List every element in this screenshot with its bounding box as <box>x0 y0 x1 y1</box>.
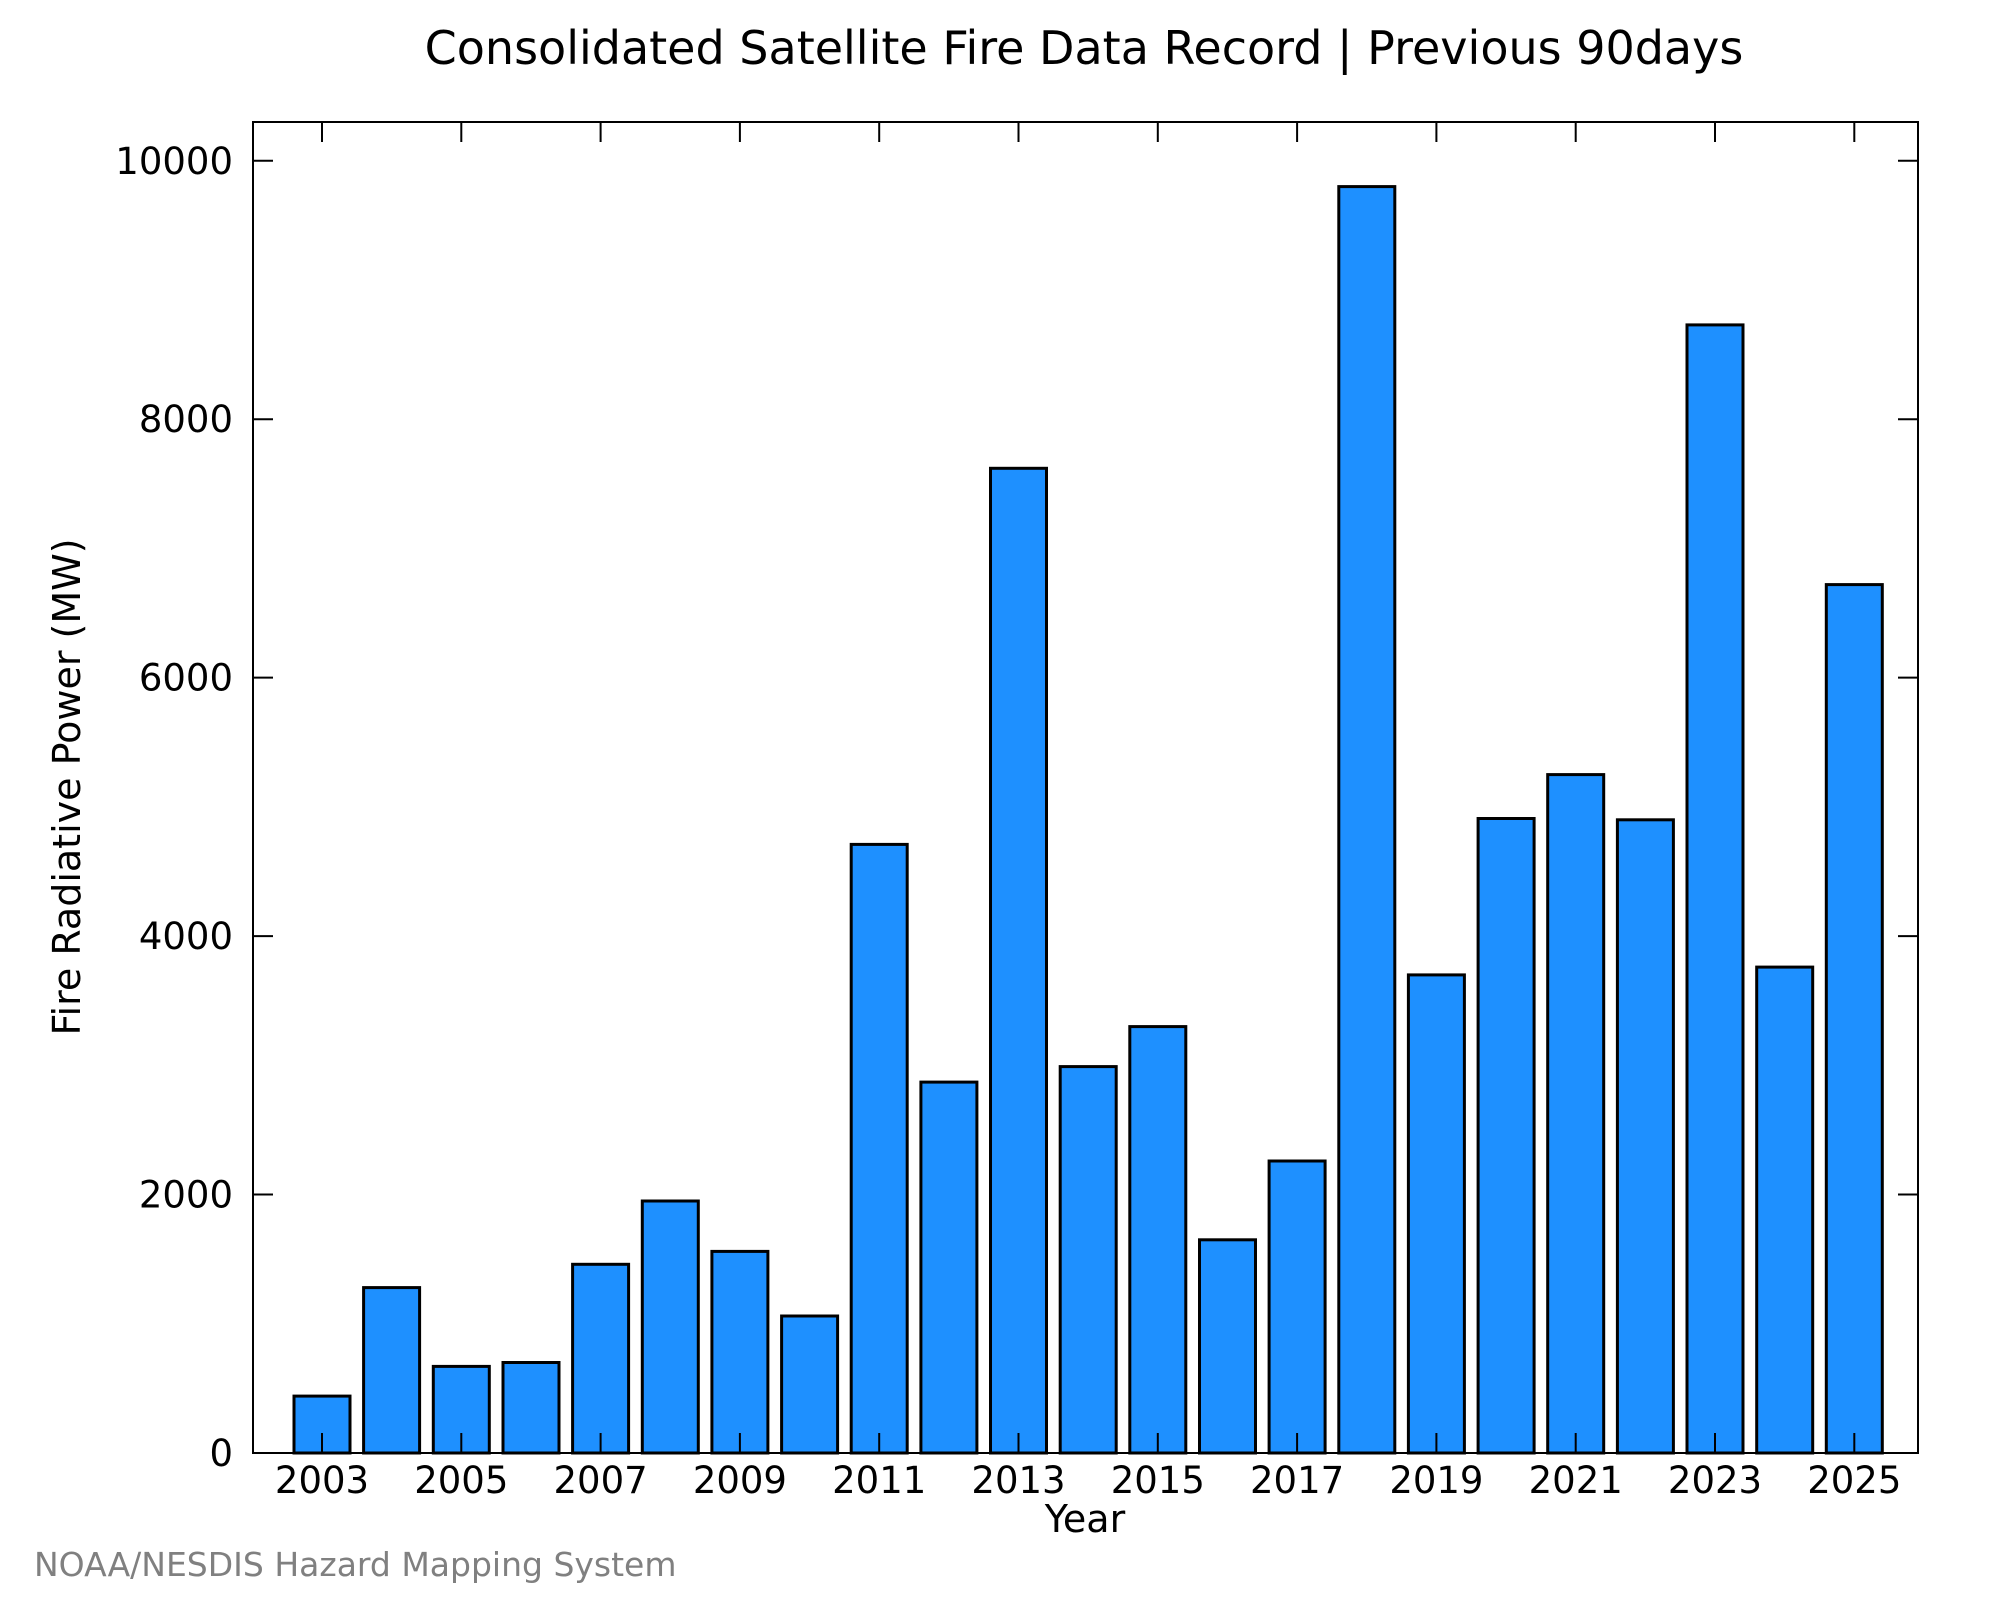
ticks-layer <box>253 122 1918 1454</box>
bar-2008 <box>640 1199 700 1455</box>
bar-2016 <box>1198 1238 1257 1455</box>
y-tick-label: 6000 <box>139 657 233 700</box>
plot-frame <box>252 121 1919 1454</box>
x-tick-label: 2025 <box>1807 1459 1901 1502</box>
bar-2006 <box>501 1361 561 1455</box>
x-tick-label: 2005 <box>414 1459 508 1502</box>
y-tick-label: 4000 <box>139 915 233 958</box>
y-tick-label: 2000 <box>139 1174 233 1217</box>
credit-text: NOAA/NESDIS Hazard Mapping System <box>34 1545 677 1584</box>
y-tick-label: 0 <box>209 1432 233 1475</box>
bar-2018 <box>1337 185 1397 1455</box>
x-tick-label: 2009 <box>693 1459 787 1502</box>
bar-2012 <box>919 1080 979 1455</box>
y-tick-label: 10000 <box>115 140 233 183</box>
y-axis-label: Fire Radiative Power (MW) <box>45 538 89 1035</box>
bar-2019 <box>1406 973 1466 1455</box>
x-tick-label: 2021 <box>1529 1459 1623 1502</box>
bar-2024 <box>1755 965 1815 1455</box>
bar-2022 <box>1615 818 1675 1455</box>
chart-title: Consolidated Satellite Fire Data Record … <box>425 21 1744 76</box>
x-tick-label: 2019 <box>1389 1459 1483 1502</box>
bar-2009 <box>710 1249 770 1455</box>
labels-layer: 0 2000 4000 6000 8000 10000 2003 2005 2007 2009 20… <box>115 140 1901 1502</box>
bar-2011 <box>849 842 909 1455</box>
x-tick-label: 2013 <box>971 1459 1065 1502</box>
bar-2013 <box>989 466 1048 1455</box>
bar-2020 <box>1476 817 1536 1455</box>
bar-2007 <box>571 1262 631 1455</box>
bars-layer <box>292 185 1884 1455</box>
bar-2021 <box>1546 773 1606 1455</box>
x-tick-label: 2015 <box>1111 1459 1205 1502</box>
bar-2023 <box>1685 323 1745 1455</box>
bar-2017 <box>1267 1159 1327 1455</box>
x-tick-label: 2011 <box>832 1459 926 1502</box>
x-tick-label: 2007 <box>554 1459 648 1502</box>
x-tick-label: 2003 <box>275 1459 369 1502</box>
bar-2014 <box>1058 1065 1118 1455</box>
bar-2004 <box>362 1286 422 1455</box>
bar-2015 <box>1128 1025 1188 1455</box>
x-axis-label: Year <box>1044 1497 1126 1541</box>
x-tick-label: 2017 <box>1250 1459 1344 1502</box>
x-tick-label: 2023 <box>1668 1459 1762 1502</box>
y-tick-label: 8000 <box>139 398 233 441</box>
bar-2025 <box>1824 583 1884 1455</box>
bar-2010 <box>780 1314 840 1455</box>
